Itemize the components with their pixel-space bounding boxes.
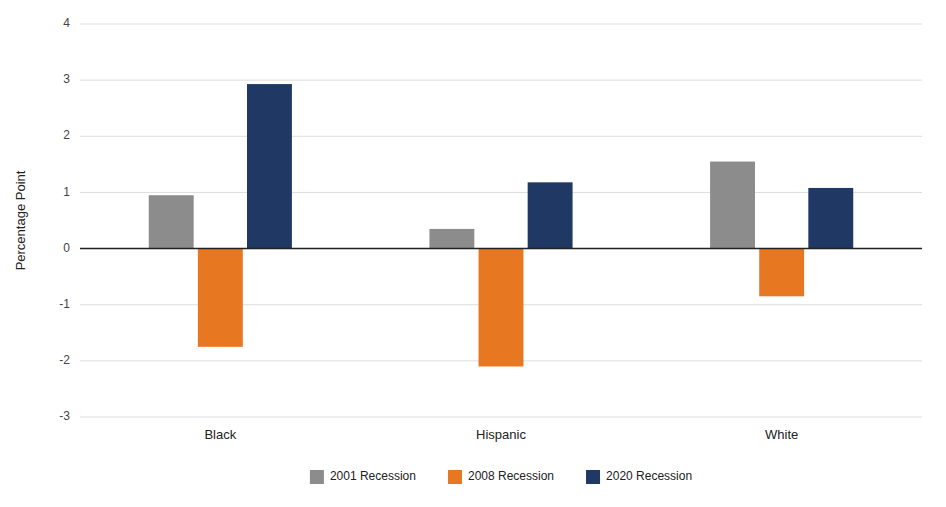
legend-label: 2001 Recession xyxy=(330,469,416,483)
grid-line xyxy=(80,248,922,249)
grid-line xyxy=(80,80,922,81)
y-tick-label: -3 xyxy=(59,409,70,423)
y-tick-label: -1 xyxy=(59,297,70,311)
y-tick-label: 4 xyxy=(63,16,70,30)
bar xyxy=(149,195,194,248)
grid-line xyxy=(80,24,922,25)
legend-item: 2020 Recession xyxy=(586,469,692,484)
bar xyxy=(808,188,853,249)
grid-line xyxy=(80,417,922,418)
chart-svg: -3 -2 -1 0 1 2 3 4 Black Hispanic White Percentage … xyxy=(0,0,946,507)
bar xyxy=(247,84,292,248)
legend-item: 2001 Recession xyxy=(310,469,416,484)
x-tick-label: Black xyxy=(204,427,236,442)
bar xyxy=(528,182,573,248)
x-tick-label: White xyxy=(765,427,798,442)
grid-line xyxy=(80,136,922,137)
legend: 2001 Recession 2008 Recession 2020 Recessi… xyxy=(310,469,692,484)
y-ticks: -3 -2 -1 0 1 2 3 4 xyxy=(59,16,70,423)
bar xyxy=(198,249,243,347)
y-tick-label: 1 xyxy=(63,185,70,199)
legend-swatch xyxy=(448,470,462,484)
baseline xyxy=(80,248,922,250)
x-ticks: Black Hispanic White xyxy=(204,427,798,442)
chart-container: -3 -2 -1 0 1 2 3 4 Black Hispanic White Percentage … xyxy=(0,0,946,507)
y-tick-label: -2 xyxy=(59,353,70,367)
y-axis-label: Percentage Point xyxy=(13,170,28,270)
bars xyxy=(149,84,853,366)
bar xyxy=(479,249,524,367)
y-tick-label: 2 xyxy=(63,128,70,142)
bar xyxy=(429,229,474,249)
bar xyxy=(710,162,755,249)
bar xyxy=(759,249,804,297)
legend-label: 2020 Recession xyxy=(606,469,692,483)
y-tick-label: 3 xyxy=(63,72,70,86)
legend-label: 2008 Recession xyxy=(468,469,554,483)
legend-swatch xyxy=(310,470,324,484)
legend-item: 2008 Recession xyxy=(448,469,554,484)
grid-line xyxy=(80,192,922,193)
legend-swatch xyxy=(586,470,600,484)
grid xyxy=(80,24,922,417)
y-tick-label: 0 xyxy=(63,241,70,255)
x-tick-label: Hispanic xyxy=(476,427,526,442)
